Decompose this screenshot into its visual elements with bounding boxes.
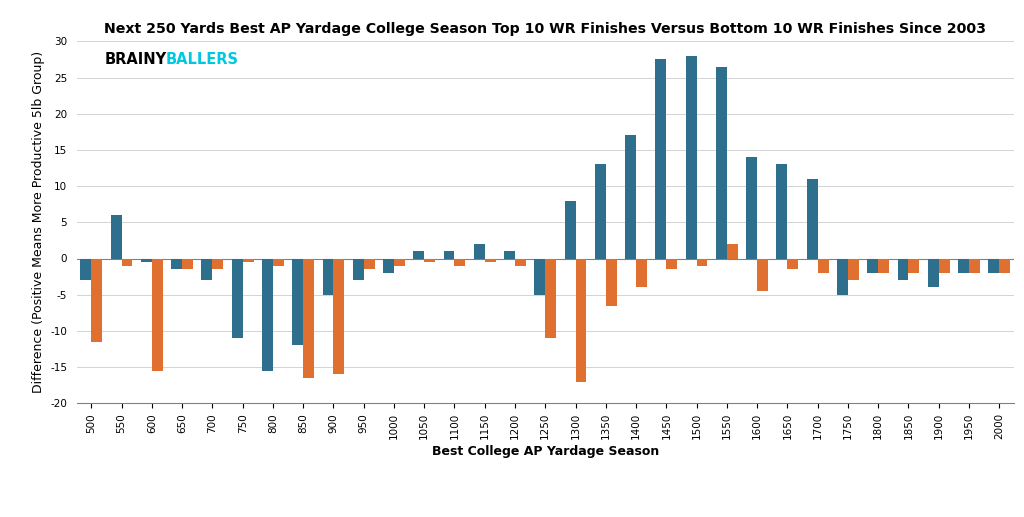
Bar <box>636 258 647 287</box>
Bar <box>111 215 122 258</box>
Bar <box>202 258 212 280</box>
Bar <box>939 258 949 273</box>
Text: BRAINY: BRAINY <box>104 52 167 67</box>
Bar <box>727 244 737 258</box>
Bar <box>667 258 677 269</box>
Bar <box>424 258 435 262</box>
Bar <box>414 251 424 258</box>
Bar <box>757 258 768 291</box>
Bar <box>546 258 556 338</box>
Bar <box>696 258 708 266</box>
Bar <box>474 244 484 258</box>
Bar <box>655 59 667 258</box>
Bar <box>262 258 273 371</box>
Text: *Desired outcome: We want a negative number for unique differences and a positiv: *Desired outcome: We want a negative num… <box>8 470 1016 492</box>
Bar <box>908 258 920 273</box>
Text: BALLERS: BALLERS <box>166 52 239 67</box>
Bar <box>504 251 515 258</box>
Bar <box>988 258 999 273</box>
Bar <box>81 258 91 280</box>
Bar <box>606 258 616 306</box>
Bar <box>171 258 182 269</box>
Bar <box>323 258 334 295</box>
Bar <box>484 258 496 262</box>
Bar <box>443 251 455 258</box>
Bar <box>334 258 344 374</box>
Bar <box>999 258 1010 273</box>
Bar <box>303 258 314 378</box>
Bar <box>141 258 152 262</box>
Bar <box>807 179 817 258</box>
Bar <box>455 258 465 266</box>
Bar <box>837 258 848 295</box>
Bar <box>564 201 575 258</box>
Bar <box>969 258 980 273</box>
Bar <box>353 258 364 280</box>
Bar <box>394 258 404 266</box>
Bar <box>958 258 969 273</box>
Bar <box>928 258 939 287</box>
Bar <box>787 258 799 269</box>
Bar <box>535 258 546 295</box>
Bar <box>898 258 908 280</box>
Bar <box>716 67 727 258</box>
Bar <box>879 258 889 273</box>
Bar <box>575 258 587 382</box>
Bar <box>746 157 757 258</box>
Bar <box>867 258 879 273</box>
Bar <box>182 258 193 269</box>
Bar <box>243 258 254 262</box>
Bar <box>231 258 243 338</box>
Bar <box>273 258 284 266</box>
Bar <box>212 258 223 269</box>
Bar <box>817 258 828 273</box>
Bar <box>626 135 636 258</box>
Bar <box>91 258 102 342</box>
Bar <box>848 258 859 280</box>
Title: Next 250 Yards Best AP Yardage College Season Top 10 WR Finishes Versus Bottom 1: Next 250 Yards Best AP Yardage College S… <box>104 22 986 36</box>
Bar <box>686 56 696 258</box>
Y-axis label: Difference (Positive Means More Productive 5lb Group): Difference (Positive Means More Producti… <box>32 51 44 393</box>
Bar <box>776 164 787 258</box>
Bar <box>364 258 375 269</box>
Bar <box>515 258 526 266</box>
Bar <box>152 258 163 371</box>
X-axis label: Best College AP Yardage Season: Best College AP Yardage Season <box>432 445 658 458</box>
Bar <box>122 258 132 266</box>
Bar <box>383 258 394 273</box>
Bar <box>595 164 606 258</box>
Bar <box>292 258 303 345</box>
